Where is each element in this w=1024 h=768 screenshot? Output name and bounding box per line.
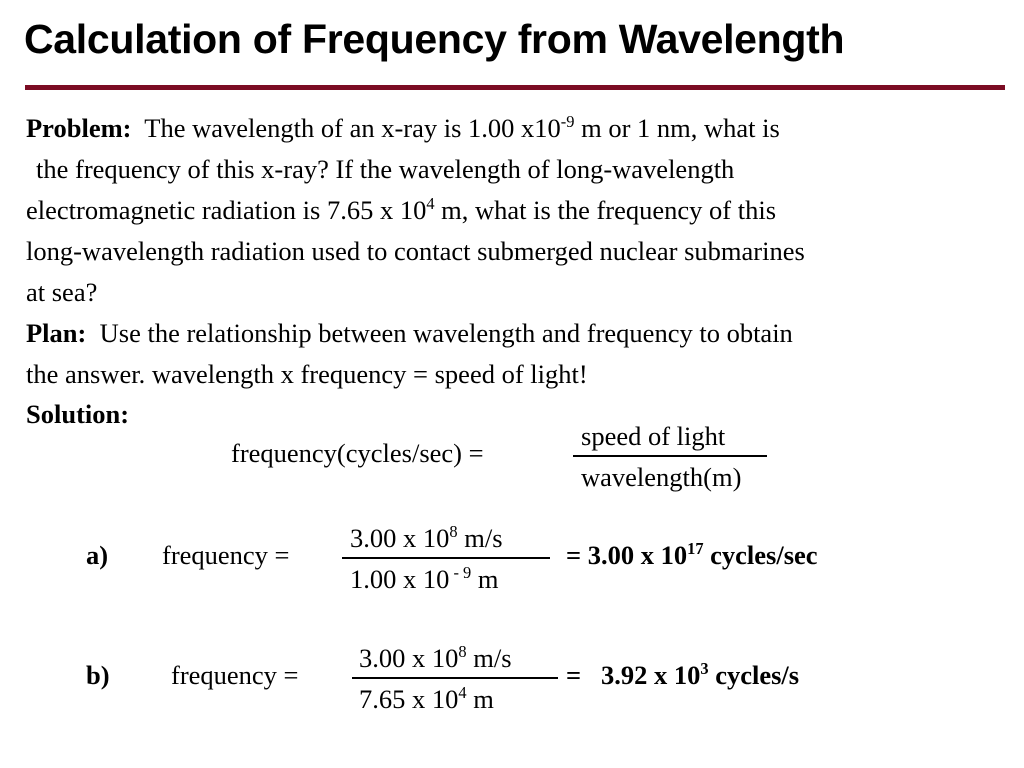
problem-tail-1: m or 1 nm, what is <box>574 113 780 143</box>
problem-line-4: long-wavelength radiation used to contac… <box>26 236 805 266</box>
part-b-denominator: 7.65 x 104 m <box>359 683 494 714</box>
part-a-result-exp: 17 <box>687 539 704 559</box>
problem-line-3: electromagnetic radiation is 7.65 x 104 … <box>26 194 777 225</box>
formula-denominator: wavelength(m) <box>581 462 742 492</box>
problem-tail-3: m, what is the frequency of this <box>434 195 777 225</box>
problem-line-5: at sea? <box>26 277 98 307</box>
part-a-num-exp: 8 <box>449 522 458 542</box>
problem-text-3: electromagnetic radiation is 7.65 x 10 <box>26 195 427 225</box>
part-b-result: 3.92 x 103 cycles/s <box>601 659 800 690</box>
problem-line-1: Problem: The wavelength of an x-ray is 1… <box>26 112 780 143</box>
slide-title: Calculation of Frequency from Wavelength <box>24 16 845 62</box>
part-b-den-exp: 4 <box>458 683 467 703</box>
part-a-result: = 3.00 x 1017 cycles/sec <box>566 539 818 570</box>
problem-line-2: the frequency of this x-ray? If the wave… <box>36 154 735 184</box>
solution-label: Solution: <box>26 399 130 429</box>
part-a-den-exp: - 9 <box>449 563 472 583</box>
problem-exp-1: -9 <box>560 112 575 132</box>
part-a-numerator: 3.00 x 108 m/s <box>350 522 503 553</box>
part-a-fraction-bar <box>342 557 550 559</box>
plan-line-1: Plan: Use the relationship between wavel… <box>26 320 793 347</box>
part-a-label: a) <box>86 540 109 570</box>
problem-text-1: The wavelength of an x-ray is 1.00 x10 <box>144 113 561 143</box>
part-b-equals: = <box>566 660 582 690</box>
part-b-result-exp: 3 <box>700 659 709 679</box>
plan-text-1: Use the relationship between wavelength … <box>99 318 793 348</box>
part-b-num-exp: 8 <box>458 642 467 662</box>
plan-line-2: the answer. wavelength x frequency = spe… <box>26 359 588 389</box>
part-b-numerator: 3.00 x 108 m/s <box>359 642 512 673</box>
problem-exp-3: 4 <box>426 194 435 214</box>
part-a-lhs: frequency = <box>162 540 290 570</box>
part-b-lhs: frequency = <box>171 660 299 690</box>
formula-lhs: frequency(cycles/sec) = <box>231 438 484 468</box>
plan-label: Plan: <box>26 318 87 348</box>
title-divider <box>25 85 1005 90</box>
part-b-label: b) <box>86 660 110 690</box>
part-b-fraction-bar <box>352 677 558 679</box>
formula-fraction-bar <box>573 455 767 457</box>
problem-label: Problem: <box>26 113 132 143</box>
part-a-denominator: 1.00 x 10 - 9 m <box>350 563 499 594</box>
formula-numerator: speed of light <box>581 421 726 451</box>
